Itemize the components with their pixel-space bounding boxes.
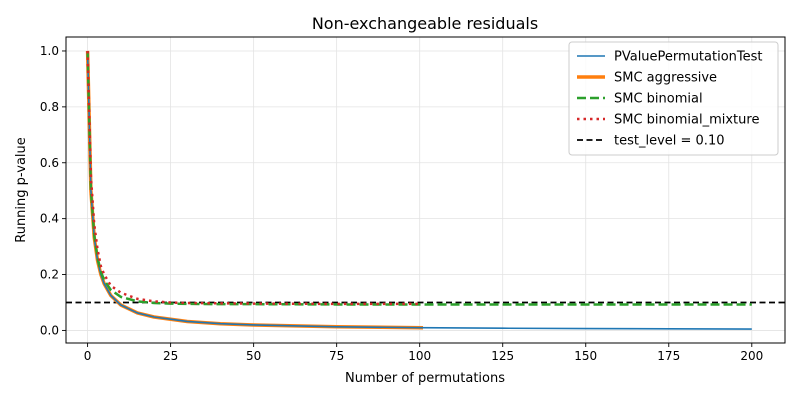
legend-label: SMC aggressive	[614, 71, 717, 86]
y-tick-label: 0.6	[40, 156, 59, 170]
y-tick-label: 0.2	[40, 268, 59, 282]
x-tick-label: 100	[408, 349, 431, 363]
legend-box	[568, 41, 779, 156]
x-axis-ticks: 0 25 50 75 100 125 150 175 200	[84, 343, 763, 363]
x-tick-label: 50	[246, 349, 261, 363]
x-tick-label: 25	[163, 349, 178, 363]
y-tick-label: 0.0	[40, 323, 59, 337]
y-tick-label: 0.8	[40, 100, 59, 114]
series-line-smc-binomial	[86, 50, 752, 306]
x-tick-label: 200	[740, 349, 763, 363]
x-tick-label: 0	[84, 349, 92, 363]
y-axis-ticks: 0.0 0.2 0.4 0.6 0.8 1.0	[40, 44, 66, 337]
y-axis-label: Running p-value	[14, 137, 29, 243]
legend-label: test_level = 0.10	[614, 134, 724, 149]
legend-label: PValuePermutationTest	[614, 50, 763, 65]
y-tick-label: 1.0	[40, 44, 59, 58]
plot-frame	[65, 36, 786, 344]
x-axis-label: Number of permutations	[345, 371, 505, 386]
x-tick-label: 75	[329, 349, 344, 363]
legend-label: SMC binomial	[614, 92, 703, 107]
chart-title: Non-exchangeable residuals	[312, 14, 538, 33]
x-tick-label: 175	[657, 349, 680, 363]
legend: PValuePermutationTest SMC aggressive SMC b…	[568, 41, 779, 156]
series-lines	[85, 50, 752, 330]
y-tick-label: 0.4	[40, 212, 59, 226]
x-tick-label: 125	[491, 349, 514, 363]
x-tick-label: 150	[574, 349, 597, 363]
legend-entries: PValuePermutationTest SMC aggressive SMC b…	[577, 50, 763, 149]
legend-label: SMC binomial_mixture	[614, 113, 759, 128]
